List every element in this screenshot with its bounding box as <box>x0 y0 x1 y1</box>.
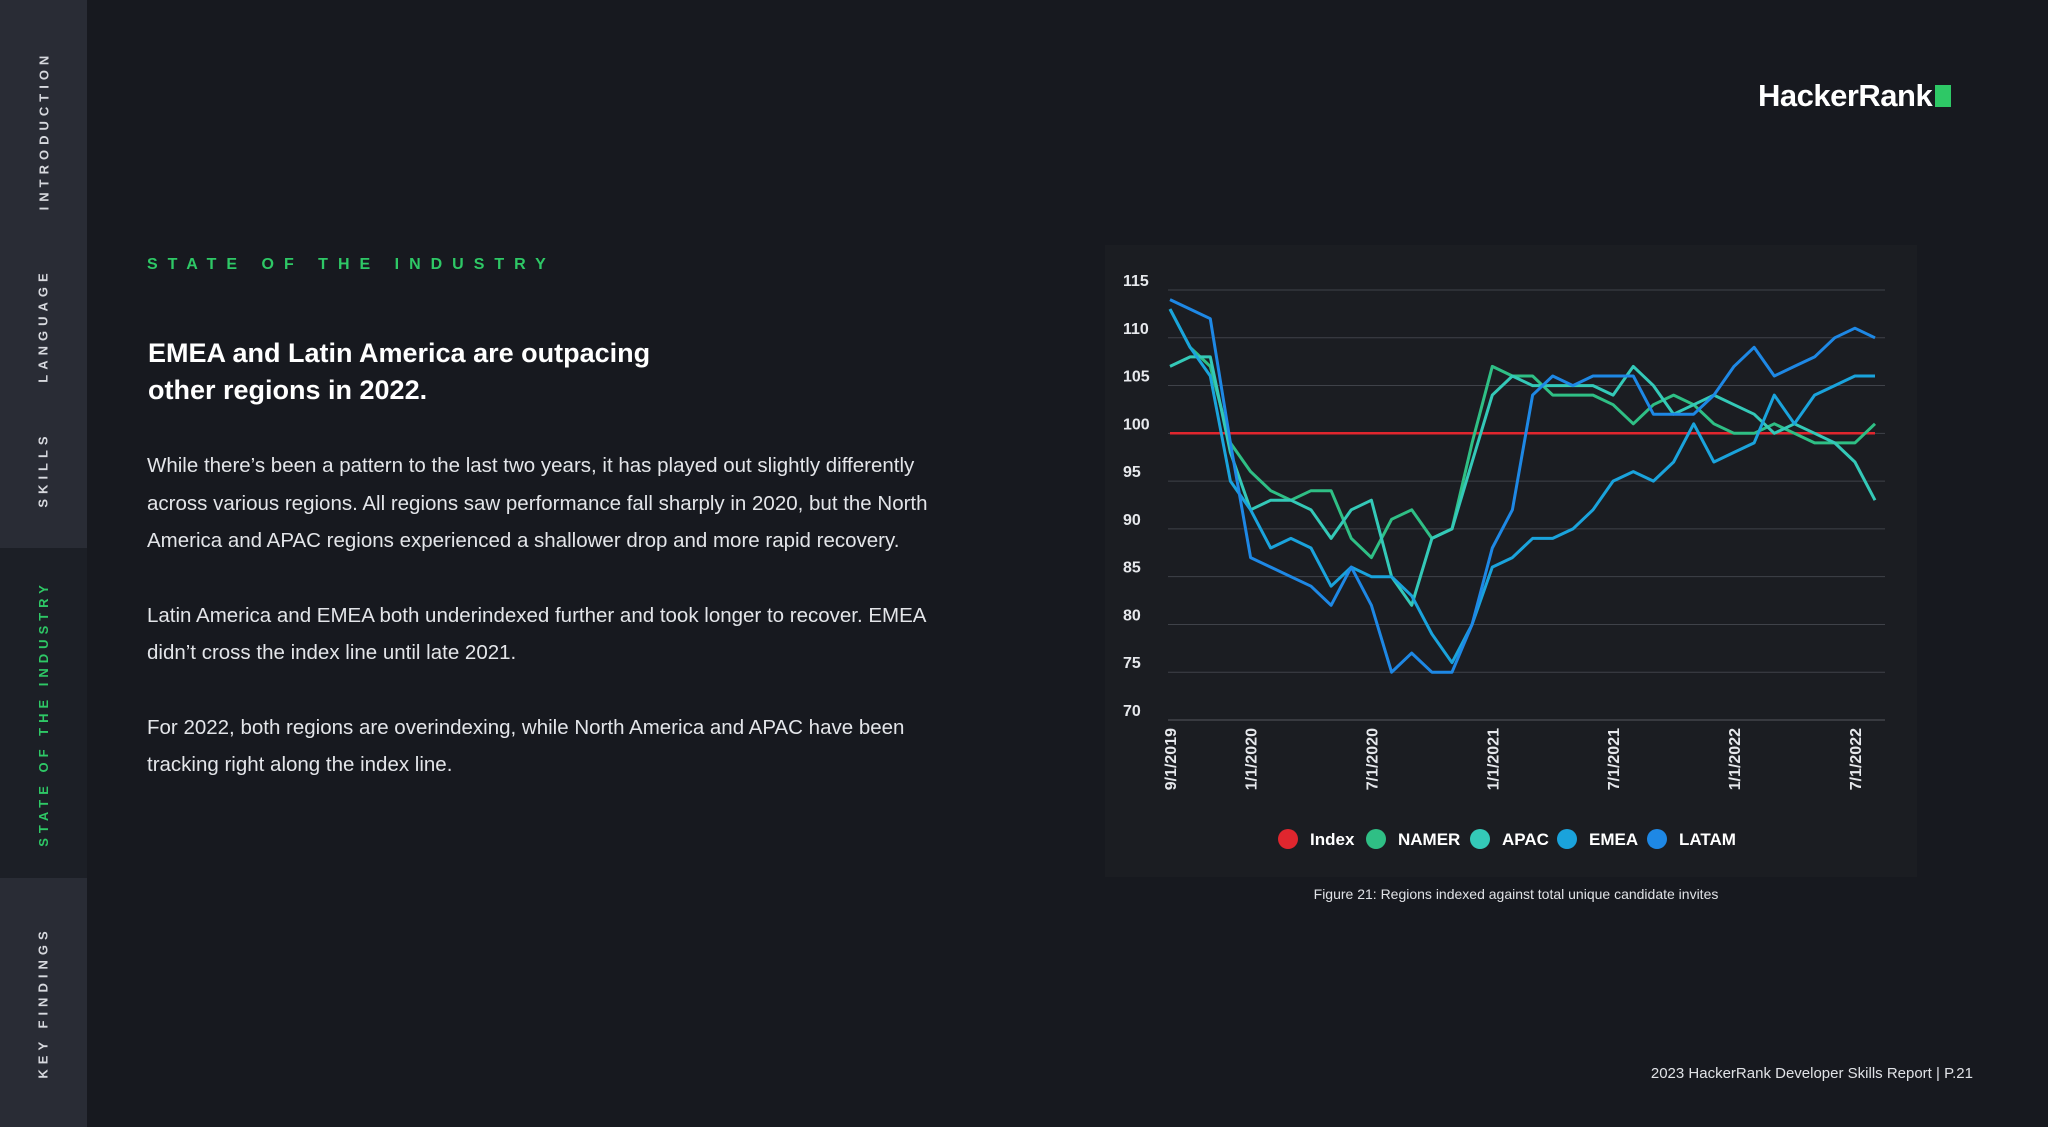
body-text: While there’s been a pattern to the last… <box>147 447 977 821</box>
line-chart: 70 75 80 85 90 95 100 105 110 115 9/1/2019 1/1/202… <box>1123 273 1885 849</box>
nav-item-state-of-the-industry[interactable]: STATE OF THE INDUSTRY <box>0 548 87 878</box>
nav-item-key-findings[interactable]: KEY FINDINGS <box>0 878 87 1127</box>
x-tick-label: 1/1/2021 <box>1485 728 1502 790</box>
figure-caption: Figure 21: Regions indexed against total… <box>1313 886 1719 902</box>
nav-item-skills[interactable]: SKILLS <box>0 390 87 548</box>
nav-item-label: LANGUAGE <box>36 267 52 383</box>
hackerrank-logo: HackerRank <box>1758 78 1952 114</box>
x-tick-label: 7/1/2020 <box>1364 728 1381 790</box>
logo-block-icon <box>1935 85 1952 107</box>
y-tick-label: 110 <box>1123 321 1149 338</box>
legend-label: LATAM <box>1679 830 1736 849</box>
section-eyebrow: STATE OF THE INDUSTRY <box>147 256 556 273</box>
nav-item-language[interactable]: LANGUAGE <box>0 260 87 390</box>
x-tick-label: 7/1/2021 <box>1606 728 1623 790</box>
y-tick-label: 80 <box>1123 607 1141 624</box>
legend-label: EMEA <box>1589 830 1638 849</box>
body-paragraph: While there’s been a pattern to the last… <box>147 454 928 552</box>
legend-marker <box>1278 829 1298 849</box>
y-tick-label: 75 <box>1123 655 1141 672</box>
page-headline: EMEA and Latin America are outpacing oth… <box>148 338 651 405</box>
y-tick-label: 90 <box>1123 512 1141 529</box>
page-footer: 2023 HackerRank Developer Skills Report … <box>1650 1065 1973 1082</box>
series-line-emea <box>1168 308 1875 665</box>
x-tick-label: 7/1/2022 <box>1848 728 1865 790</box>
nav-item-label: INTRODUCTION <box>36 50 52 210</box>
x-tick-label: 9/1/2019 <box>1163 728 1180 790</box>
logo-text: HackerRank <box>1758 78 1933 113</box>
body-paragraph: For 2022, both regions are overindexing,… <box>147 715 905 777</box>
y-tick-label: 115 <box>1123 273 1149 290</box>
body-paragraph: Latin America and EMEA both underindexed… <box>147 603 926 665</box>
legend-marker <box>1557 829 1577 849</box>
legend-marker <box>1647 829 1667 849</box>
legend-label: Index <box>1310 830 1355 849</box>
y-tick-label: 70 <box>1123 703 1141 720</box>
nav-item-label: STATE OF THE INDUSTRY <box>36 579 52 847</box>
nav-item-label: KEY FINDINGS <box>36 926 51 1079</box>
section-nav: INTRODUCTION LANGUAGE SKILLS STATE OF TH… <box>0 0 87 1127</box>
y-tick-label: 105 <box>1123 369 1150 386</box>
legend-label: NAMER <box>1398 830 1460 849</box>
nav-item-introduction[interactable]: INTRODUCTION <box>0 0 87 260</box>
legend-label: APAC <box>1502 830 1549 849</box>
y-tick-label: 95 <box>1123 464 1141 481</box>
x-tick-label: 1/1/2022 <box>1727 728 1744 790</box>
series-line-apac <box>1169 355 1877 607</box>
y-tick-label: 85 <box>1123 560 1141 577</box>
series-line-latam <box>1169 298 1876 674</box>
legend-marker <box>1366 829 1386 849</box>
legend-marker <box>1470 829 1490 849</box>
y-tick-label: 100 <box>1123 416 1150 433</box>
nav-item-label: SKILLS <box>35 430 51 508</box>
x-tick-label: 1/1/2020 <box>1244 728 1261 790</box>
chart-panel: 70 75 80 85 90 95 100 105 110 115 9/1/2019 1/1/202… <box>1105 245 1917 877</box>
